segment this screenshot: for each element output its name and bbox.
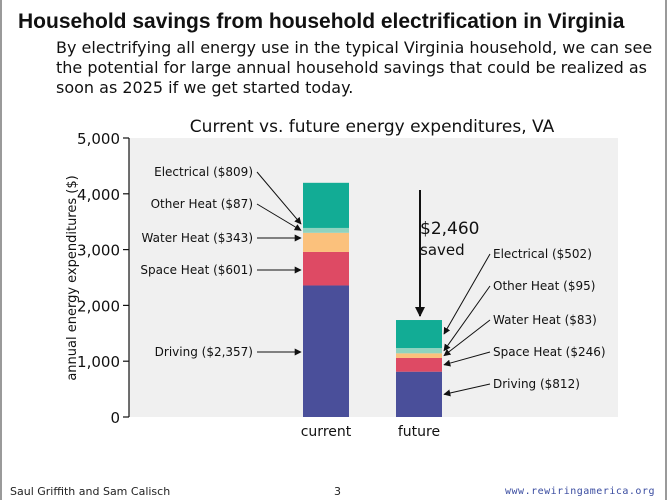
page-number: 3 — [334, 485, 341, 498]
y-tick-label: 1,000 — [77, 353, 120, 371]
y-tick-label: 5,000 — [77, 130, 120, 148]
savings-word: saved — [420, 241, 465, 259]
arrow-future-electrical — [443, 253, 491, 335]
y-axis-label: annual energy expenditures ($) — [65, 175, 80, 380]
slide-title: Household savings from household electri… — [18, 10, 625, 33]
y-axis: 0 1,000 2,000 3,000 4,000 5,000 — [77, 130, 130, 427]
bar-other_heat-current — [303, 227, 349, 233]
label-future-space_heat: Space Heat ($246) — [493, 345, 606, 359]
label-current-driving: Driving ($2,357) — [155, 345, 253, 359]
bar-driving-current — [303, 285, 349, 417]
label-future-driving: Driving ($812) — [493, 377, 580, 391]
bar-water_heat-future — [396, 353, 442, 358]
label-future-other_heat: Other Heat ($95) — [493, 279, 595, 293]
label-future-water_heat: Water Heat ($83) — [493, 313, 597, 327]
y-tick-label: 4,000 — [77, 186, 120, 204]
arrow-future-driving — [443, 383, 491, 397]
x-tick-label-current: current — [301, 424, 352, 440]
arrow-future-other_heat — [443, 285, 491, 352]
chart-title: Current vs. future energy expenditures, … — [190, 117, 555, 137]
bar-space_heat-future — [396, 357, 442, 372]
bar-driving-future — [396, 371, 442, 417]
bar-other_heat-future — [396, 348, 442, 354]
footer-authors: Saul Griffith and Sam Calisch — [10, 485, 171, 498]
bar-space_heat-current — [303, 251, 349, 286]
footer-url[interactable]: www.rewiringamerica.org — [505, 486, 655, 497]
slide-subtitle: By electrifying all energy use in the ty… — [56, 38, 653, 97]
bar-water_heat-current — [303, 232, 349, 252]
y-tick-label: 2,000 — [77, 297, 120, 315]
arrow-current-other_heat — [256, 203, 302, 231]
y-tick-label: 0 — [110, 409, 120, 427]
label-current-electrical: Electrical ($809) — [154, 165, 253, 179]
arrow-future-water_heat — [443, 319, 491, 357]
bar-electrical-current — [303, 182, 349, 228]
label-future-electrical: Electrical ($502) — [493, 247, 592, 261]
label-current-space_heat: Space Heat ($601) — [140, 263, 253, 277]
arrow-future-space_heat — [443, 351, 491, 367]
plot-area — [129, 138, 618, 417]
bars: current future — [301, 182, 442, 440]
bar-electrical-future — [396, 320, 442, 349]
arrow-current-electrical — [256, 171, 302, 225]
label-current-water_heat: Water Heat ($343) — [142, 231, 253, 245]
annotations: Electrical ($809) Other Heat ($87) Water H… — [140, 165, 606, 397]
y-tick-label: 3,000 — [77, 242, 120, 260]
label-current-other_heat: Other Heat ($87) — [151, 197, 253, 211]
x-tick-label-future: future — [398, 424, 440, 440]
savings-amount: $2,460 — [420, 219, 479, 239]
